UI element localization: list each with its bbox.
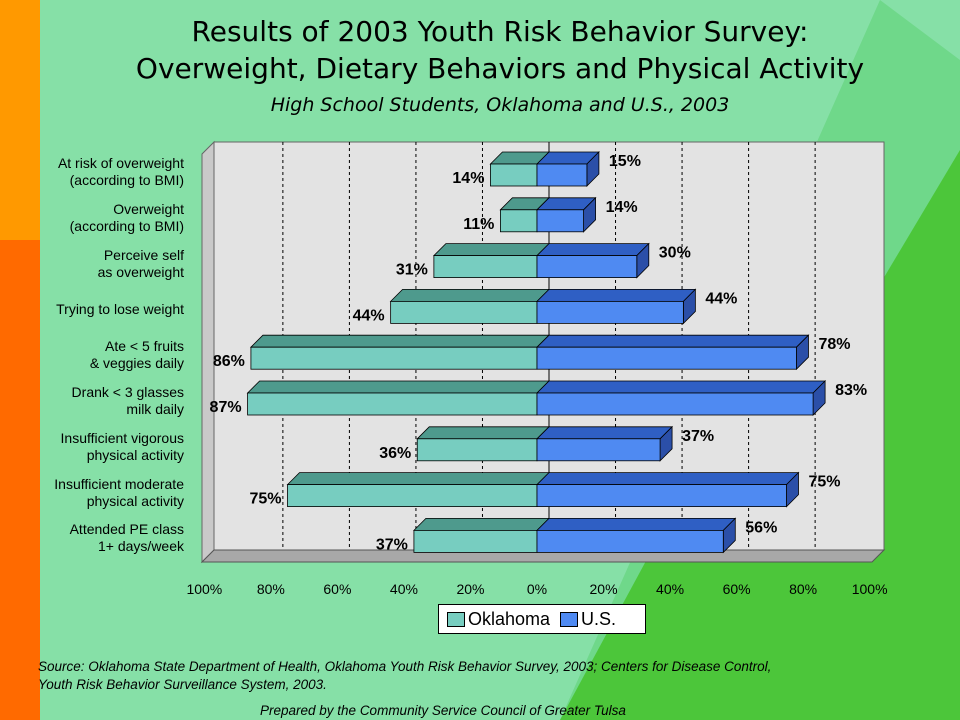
bar-oklahoma [250, 346, 538, 370]
data-label-us: 30% [659, 245, 691, 262]
category-label: Perceive self as overweight [97, 246, 184, 280]
bar-us [536, 484, 787, 508]
bar-oklahoma [247, 392, 538, 416]
bar-top-oklahoma [416, 426, 550, 440]
category-label: Insufficient vigorous physical activity [60, 429, 184, 463]
bar-oklahoma [500, 209, 538, 233]
bar-top-oklahoma [389, 288, 550, 302]
data-label-oklahoma: 31% [396, 262, 428, 279]
legend-swatch-oklahoma [447, 611, 465, 627]
chart-title-line1: Results of 2003 Youth Risk Behavior Surv… [191, 15, 809, 48]
category-label: Ate < 5 fruits & veggies daily [89, 338, 184, 372]
chart-title-line2: Overweight, Dietary Behaviors and Physic… [135, 52, 865, 85]
bar-oklahoma [287, 484, 538, 508]
legend-label-oklahoma: Oklahoma [468, 608, 551, 629]
bar-top-us [536, 518, 737, 531]
data-label-oklahoma: 87% [210, 399, 242, 416]
bar-top-oklahoma [249, 334, 550, 348]
x-tick-label: 20% [590, 581, 618, 597]
orange-band-top [0, 0, 40, 240]
bar-oklahoma [413, 530, 538, 553]
data-label-oklahoma: 44% [353, 307, 385, 324]
data-label-us: 56% [745, 519, 777, 536]
bar-top-us [536, 380, 827, 394]
bar-top-oklahoma [412, 518, 550, 531]
legend: Oklahoma U.S. [438, 604, 646, 634]
x-tick-label: 100% [186, 581, 222, 597]
bar-top-us [536, 426, 674, 440]
x-tick-label: 60% [323, 581, 351, 597]
data-label-oklahoma: 11% [463, 216, 494, 233]
legend-item-us: U.S. [560, 609, 616, 630]
category-label: Attended PE class 1+ days/week [69, 521, 184, 555]
plot-floor [200, 549, 886, 563]
source-note: Source: Oklahoma State Department of Hea… [38, 658, 938, 694]
bar-us [536, 392, 814, 416]
category-label: Trying to lose weight [56, 300, 184, 317]
data-label-us: 78% [818, 336, 850, 353]
category-label: Overweight (according to BMI) [69, 200, 184, 234]
orange-band-bottom [0, 240, 40, 720]
bar-us [536, 209, 584, 233]
data-label-oklahoma: 36% [379, 445, 411, 462]
x-tick-label: 80% [257, 581, 285, 597]
data-label-us: 83% [835, 382, 867, 399]
category-label: Drank < 3 glasses milk daily [71, 384, 184, 417]
data-label-oklahoma: 37% [376, 536, 408, 553]
bar-us [536, 255, 638, 279]
chart-subtitle: High School Students, Oklahoma and U.S.,… [270, 94, 730, 116]
data-label-oklahoma: 14% [452, 170, 484, 187]
data-label-us: 44% [705, 290, 737, 307]
bar-top-oklahoma [246, 380, 550, 394]
x-tick-label: 80% [789, 581, 817, 597]
x-tick-label: 20% [456, 581, 484, 597]
data-label-us: 14% [606, 199, 638, 216]
data-label-us: 37% [682, 428, 714, 445]
legend-item-oklahoma: Oklahoma [447, 609, 550, 630]
data-label-us: 15% [609, 153, 641, 170]
x-tick-label: 100% [852, 581, 888, 597]
legend-label-us: U.S. [581, 608, 617, 629]
bar-us [536, 300, 684, 324]
bar-top-oklahoma [286, 472, 550, 486]
data-label-oklahoma: 75% [249, 491, 281, 508]
bar-top-us [536, 288, 697, 302]
x-tick-label: 0% [527, 581, 547, 597]
bar-oklahoma [433, 255, 538, 279]
bar-oklahoma [416, 438, 538, 462]
bar-oklahoma [490, 163, 538, 187]
bar-us [536, 163, 588, 187]
bar-us [536, 438, 661, 462]
source-line-2: Youth Risk Behavior Surveillance System,… [38, 677, 327, 692]
data-label-oklahoma: 86% [213, 353, 245, 370]
bar-top-us [536, 334, 810, 348]
bar-top-us [536, 243, 650, 257]
bar-oklahoma [390, 300, 538, 324]
bar-us [536, 346, 797, 370]
prepared-by-note: Prepared by the Community Service Counci… [260, 703, 626, 718]
plot-side-wall [201, 140, 215, 564]
legend-swatch-us [560, 611, 579, 627]
x-tick-label: 60% [723, 581, 751, 597]
bar-us [536, 530, 724, 553]
bar-top-oklahoma [432, 243, 550, 257]
x-tick-label: 40% [656, 581, 684, 597]
category-label: Insufficient moderate physical activity [54, 475, 184, 509]
bar-top-us [536, 472, 800, 486]
data-label-us: 75% [808, 474, 840, 491]
source-line-1: Source: Oklahoma State Department of Hea… [38, 659, 772, 674]
x-tick-label: 40% [390, 581, 418, 597]
category-label: At risk of overweight (according to BMI) [57, 155, 184, 188]
